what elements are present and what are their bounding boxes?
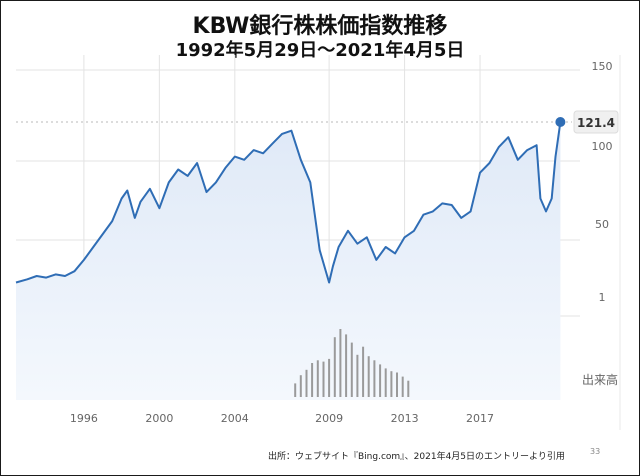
volume-bar [367,356,370,397]
volume-bar [356,354,359,397]
source-note: 出所：ウェブサイト『Bing.com』、2021年4月5日のエントリーより引用 [268,452,565,462]
price-area-fill [16,122,561,400]
volume-bar [390,371,393,397]
last-value-badge [573,110,619,134]
volume-bar [316,360,319,397]
volume-bar [373,360,376,397]
x-axis-ticks: 1996 2000 2004 2009 2013 2017 [70,412,494,425]
volume-bar [379,364,382,397]
y-tick-label: 150 [592,60,613,73]
volume-bar [311,363,314,397]
volume-bar [305,369,308,397]
x-tick-label: 2009 [315,412,343,425]
volume-bar [322,361,325,397]
volume-bar [350,342,353,397]
volume-bar [384,368,387,397]
volume-bar [407,380,410,397]
y-tick-label: 1 [599,291,606,304]
last-value-label: 121.4 [577,116,615,130]
y-tick-label: 100 [592,140,613,153]
price-line [15,121,562,284]
last-value-point [555,117,566,127]
volume-bar [362,346,365,397]
volume-bar [401,376,404,397]
x-tick-label: 2000 [145,412,173,425]
volume-bar [396,372,398,397]
volume-label: 出来高 [582,372,618,387]
volume-bars [294,329,410,397]
volume-bar [299,375,302,397]
chart-subtitle: 1992年5月29日～2021年4月5日 [175,40,465,61]
volume-bar [345,334,348,397]
chart-title: KBW銀行株株価指数推移 [192,14,448,39]
x-tick-label: 2017 [466,412,494,425]
volume-bar [333,337,336,397]
x-tick-label: 1996 [70,412,98,425]
volume-bar [294,383,297,397]
x-tick-label: 2004 [221,412,249,425]
page-number: 33 [590,447,601,456]
y-tick-label: 50 [595,218,609,231]
y-axis-ticks: 150 100 50 1 [592,60,613,304]
volume-bar [339,329,342,397]
volume-bar [328,358,331,397]
x-tick-label: 2013 [391,412,419,425]
